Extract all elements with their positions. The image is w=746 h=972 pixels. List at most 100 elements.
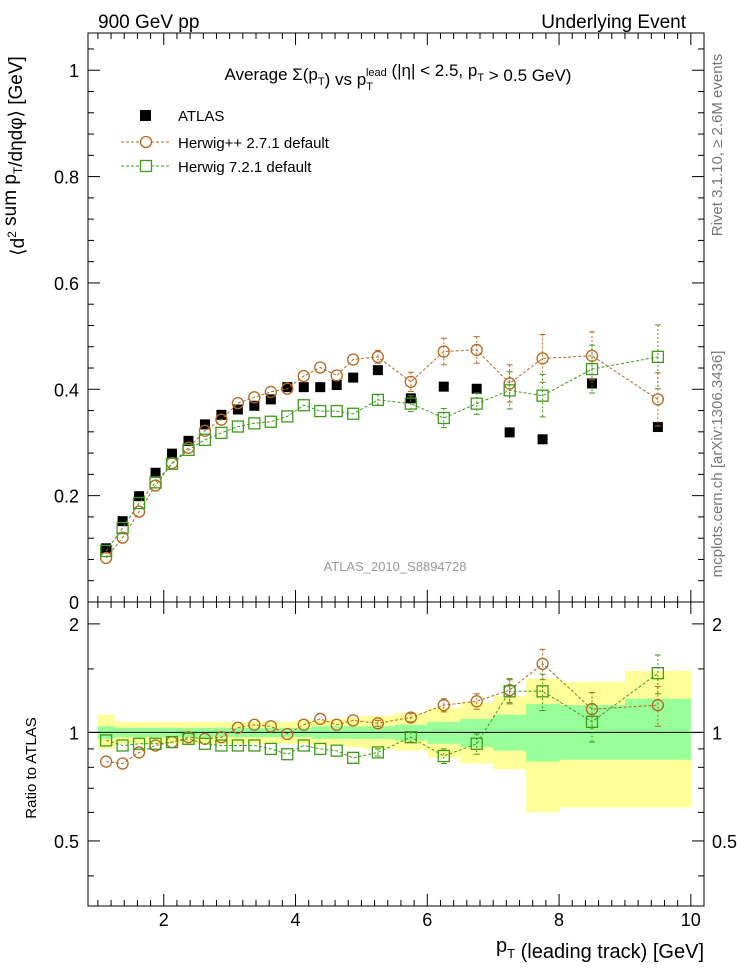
main-herwig7-point xyxy=(437,411,450,425)
ratio-herwig7-point xyxy=(371,746,385,759)
main-y-tick-label: 1 xyxy=(69,61,79,81)
main-herwig7-point xyxy=(281,410,294,423)
main-atlas-point xyxy=(348,372,359,383)
legend-item-herwigpp: Herwig++ 2.7.1 default xyxy=(121,135,330,152)
main-atlas-point xyxy=(537,434,548,445)
main-atlas-point xyxy=(232,404,243,415)
main-atlas-point xyxy=(265,394,276,405)
ratio-herwig7-point xyxy=(165,735,179,749)
main-atlas-point xyxy=(101,543,112,554)
ratio-y-axis-label: Ratio to ATLAS xyxy=(23,717,40,818)
main-herwigpp-point xyxy=(231,396,245,410)
main-herwig7-point xyxy=(198,433,212,446)
main-herwig7-point xyxy=(330,404,343,418)
legend-herwig7-label: Herwig 7.2.1 default xyxy=(178,159,312,176)
x-tick-label: 2 xyxy=(159,910,169,930)
main-herwig7-point xyxy=(314,404,327,418)
main-herwig7-point xyxy=(165,457,179,470)
ratio-herwig7-point xyxy=(437,749,450,763)
main-herwig7-point xyxy=(404,397,417,410)
ratio-herwigpp-point xyxy=(347,714,360,727)
main-herwig7-point xyxy=(132,496,146,510)
ratio-herwigpp-point xyxy=(215,731,228,744)
main-herwig7-point xyxy=(215,426,228,440)
axes: 2 4 6 8 10 0 0.2 0.4 0.6 0.8 1 0.5 0.5 1 1 2 2 xyxy=(54,32,737,930)
main-y-tick-label: 0 xyxy=(69,593,79,613)
main-atlas-point xyxy=(183,435,194,446)
main-y-tick-label: 0.6 xyxy=(54,274,79,294)
main-herwigpp-point xyxy=(99,551,113,565)
main-atlas-point xyxy=(372,365,383,376)
main-atlas-point xyxy=(134,491,145,502)
chart-marks xyxy=(99,324,665,770)
legend-herwigpp-label: Herwig++ 2.7.1 default xyxy=(178,135,330,152)
ratio-herwig7-point xyxy=(470,737,483,750)
side-label-bottom: mcplots.cern.ch [arXiv:1306.3436] xyxy=(709,351,726,578)
main-atlas-point xyxy=(438,381,449,392)
ratio-herwig7-point xyxy=(585,715,599,728)
main-herwigpp-point xyxy=(314,361,327,374)
ratio-herwig7-point xyxy=(149,737,162,750)
main-herwig7-point xyxy=(347,407,360,420)
ratio-herwig7-point xyxy=(281,748,294,761)
ratio-y-tick-label: 0.5 xyxy=(54,832,79,852)
side-label-top: Rivet 3.1.10, ≥ 2.6M events xyxy=(709,54,726,237)
main-herwig7-point xyxy=(149,476,162,489)
ratio-herwig7-point xyxy=(347,751,360,765)
watermark: ATLAS_2010_S8894728 xyxy=(324,559,467,574)
ratio-herwigpp-point xyxy=(404,711,417,724)
main-herwig7-point xyxy=(99,544,113,558)
ratio-herwigpp-point xyxy=(281,727,294,741)
main-herwigpp-point xyxy=(281,382,294,395)
main-atlas-point xyxy=(652,422,663,433)
main-atlas-point xyxy=(249,400,260,411)
ratio-bands xyxy=(97,671,692,813)
main-herwigpp-point xyxy=(347,353,360,366)
legend-herwigpp-marker xyxy=(139,135,153,149)
ratio-herwigpp-point xyxy=(330,718,343,731)
main-herwigpp-point xyxy=(264,385,277,399)
ratio-herwig7-point xyxy=(651,667,665,680)
main-herwig7-point xyxy=(651,350,665,364)
ratio-herwigpp-point xyxy=(437,699,450,712)
ratio-herwigpp-point xyxy=(116,757,129,770)
main-atlas-point xyxy=(150,467,161,478)
main-atlas-point xyxy=(315,382,326,393)
main-atlas-point xyxy=(471,383,482,394)
ratio-herwig7-point xyxy=(503,685,516,698)
main-herwigpp-point xyxy=(116,531,129,544)
ratio-herwigpp-point xyxy=(99,755,113,768)
main-herwig7-point xyxy=(503,384,516,397)
main-y-axis-label: ⟨d2 sum pT/dηdφ⟩ [GeV] xyxy=(0,56,29,256)
ratio-herwig7-point xyxy=(132,737,146,750)
main-atlas-point xyxy=(331,380,342,391)
header-right: Underlying Event xyxy=(541,12,686,33)
ratio-herwig7-point xyxy=(330,744,343,757)
main-y-tick-label: 0.8 xyxy=(54,168,79,188)
ratio-herwigpp-point xyxy=(297,718,310,731)
main-herwigpp-point xyxy=(437,345,450,358)
ratio-herwig7-point xyxy=(264,742,277,756)
main-atlas-point xyxy=(587,378,597,389)
main-herwig7-point xyxy=(371,393,385,407)
ratio-herwigpp-point xyxy=(470,695,483,708)
ratio-herwig7-point xyxy=(231,739,245,752)
ratio-herwig7-point xyxy=(404,731,417,744)
main-herwigpp-point xyxy=(651,393,665,406)
ratio-herwig7-point xyxy=(99,734,113,747)
legend-item-herwig7: Herwig 7.2.1 default xyxy=(121,159,312,176)
x-axis-label: pT (leading track) [GeV] xyxy=(496,935,704,963)
band-inner-bin xyxy=(624,698,692,760)
main-herwigpp-point xyxy=(215,413,228,426)
main-herwigpp-point xyxy=(330,369,343,382)
legend-item-atlas: ATLAS xyxy=(140,108,224,125)
main-atlas-point xyxy=(199,419,210,430)
ratio-herwigpp-point xyxy=(248,718,261,731)
ratio-herwigpp-point xyxy=(132,746,146,759)
main-atlas-point xyxy=(504,427,515,438)
main-atlas-point xyxy=(298,382,309,393)
main-herwig7-point xyxy=(536,389,549,402)
ratio-herwig7-point xyxy=(116,739,129,752)
ratio-herwigpp-point xyxy=(314,712,327,726)
